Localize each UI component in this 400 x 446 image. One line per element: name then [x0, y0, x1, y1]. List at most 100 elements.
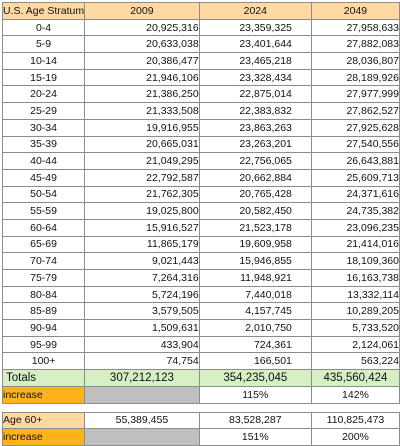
value-2049-cell: 13,332,114 — [310, 285, 400, 304]
increase-label: increase — [1, 428, 86, 446]
table-row: 10-14 20,386,477 23,465,218 28,036,807 — [1, 52, 400, 70]
age-stratum-cell: 40-44 — [1, 152, 86, 170]
header-row: U.S. Age Stratum 2009 2024 2049 — [1, 2, 400, 20]
value-2009-cell: 21,049,295 — [84, 152, 200, 170]
value-2024-cell: 23,863,263 — [198, 118, 312, 137]
blank-cell — [84, 385, 200, 404]
age-stratum-cell: 65-69 — [1, 235, 86, 254]
increase-label: increase — [1, 385, 86, 404]
table-row: 30-34 19,916,955 23,863,263 27,925,628 — [1, 118, 400, 137]
age-stratum-cell: 30-34 — [1, 118, 86, 137]
value-2049-cell: 10,289,205 — [310, 302, 400, 321]
value-2024-cell: 19,609,958 — [198, 235, 312, 254]
age-stratum-cell: 75-79 — [1, 269, 86, 287]
table-row: 95-99 433,904 724,361 2,124,061 — [1, 335, 400, 354]
age-stratum-header: U.S. Age Stratum — [1, 2, 86, 20]
value-2024-cell: 21,523,178 — [198, 218, 312, 237]
age-stratum-cell: 60-64 — [1, 218, 86, 237]
age-stratum-cell: 25-29 — [1, 102, 86, 120]
value-2024-cell: 11,948,921 — [198, 269, 312, 287]
value-2024-cell: 20,582,450 — [198, 202, 312, 220]
spacer-cell — [84, 403, 200, 412]
value-2009-cell: 3,579,505 — [84, 302, 200, 321]
age60-increase-2049-cell: 200% — [310, 428, 400, 446]
age-stratum-cell: 85-89 — [1, 302, 86, 321]
age-stratum-cell: 55-59 — [1, 202, 86, 220]
value-2009-cell: 21,333,508 — [84, 102, 200, 120]
value-2049-cell: 27,977,999 — [310, 85, 400, 104]
value-2009-cell: 19,916,955 — [84, 118, 200, 137]
table-row: 25-29 21,333,508 22,383,832 27,862,527 — [1, 102, 400, 120]
age-stratum-cell: 0-4 — [1, 18, 86, 37]
value-2049-cell: 2,124,061 — [310, 335, 400, 354]
table-row: 50-54 21,762,305 20,765,428 24,371,616 — [1, 185, 400, 204]
increase-2024-cell: 115% — [198, 385, 312, 404]
age60-increase-row: increase 151% 200% — [1, 428, 400, 446]
value-2049-cell: 23,096,235 — [310, 218, 400, 237]
age-stratum-cell: 10-14 — [1, 52, 86, 70]
table-row: 35-39 20,665,031 23,263,201 27,540,556 — [1, 135, 400, 154]
value-2049-cell: 28,189,926 — [310, 68, 400, 87]
age60-increase-2024-cell: 151% — [198, 428, 312, 446]
value-2009-cell: 9,021,443 — [84, 252, 200, 270]
age60-2024-cell: 83,528,287 — [198, 411, 312, 430]
value-2009-cell: 21,386,250 — [84, 85, 200, 104]
age-stratum-cell: 5-9 — [1, 35, 86, 54]
value-2024-cell: 22,875,014 — [198, 85, 312, 104]
age-stratum-cell: 50-54 — [1, 185, 86, 204]
age60-2009-cell: 55,389,455 — [84, 411, 200, 430]
totals-increase-row: increase 115% 142% — [1, 385, 400, 404]
table-row: 45-49 22,792,587 20,662,884 25,609,713 — [1, 168, 400, 187]
table-row: 60-64 15,916,527 21,523,178 23,096,235 — [1, 218, 400, 237]
value-2009-cell: 20,665,031 — [84, 135, 200, 154]
value-2024-cell: 7,440,018 — [198, 285, 312, 304]
value-2024-cell: 23,263,201 — [198, 135, 312, 154]
value-2009-cell: 7,264,316 — [84, 269, 200, 287]
blank-cell — [84, 428, 200, 446]
totals-2049-cell: 435,560,424 — [310, 369, 400, 387]
value-2009-cell: 21,946,106 — [84, 68, 200, 87]
value-2009-cell: 21,762,305 — [84, 185, 200, 204]
age-stratum-cell: 20-24 — [1, 85, 86, 104]
table-row: 15-19 21,946,106 23,328,434 28,189,926 — [1, 68, 400, 87]
spacer-cell — [2, 403, 85, 412]
table-row: 70-74 9,021,443 15,946,855 18,109,360 — [1, 252, 400, 270]
value-2009-cell: 5,724,196 — [84, 285, 200, 304]
spacer-cell — [199, 403, 312, 412]
table-row: 20-24 21,386,250 22,875,014 27,977,999 — [1, 85, 400, 104]
value-2049-cell: 27,882,083 — [310, 35, 400, 54]
value-2049-cell: 5,733,520 — [310, 319, 400, 337]
value-2049-cell: 27,925,628 — [310, 118, 400, 137]
value-2009-cell: 20,633,038 — [84, 35, 200, 54]
value-2049-cell: 16,163,738 — [310, 269, 400, 287]
value-2049-cell: 27,862,527 — [310, 102, 400, 120]
age-stratum-cell: 100+ — [1, 352, 86, 371]
age-stratum-cell: 35-39 — [1, 135, 86, 154]
value-2024-cell: 724,361 — [198, 335, 312, 354]
table-row: 90-94 1,509,631 2,010,750 5,733,520 — [1, 319, 400, 337]
year-2049-header: 2049 — [310, 2, 400, 20]
value-2049-cell: 28,036,807 — [310, 52, 400, 70]
value-2009-cell: 20,386,477 — [84, 52, 200, 70]
age-stratum-cell: 70-74 — [1, 252, 86, 270]
value-2024-cell: 22,383,832 — [198, 102, 312, 120]
value-2049-cell: 21,414,016 — [310, 235, 400, 254]
year-2009-header: 2009 — [84, 2, 200, 20]
table-row: 0-4 20,925,316 23,359,325 27,958,633 — [1, 18, 400, 37]
value-2009-cell: 19,025,800 — [84, 202, 200, 220]
age-stratum-cell: 15-19 — [1, 68, 86, 87]
totals-2024-cell: 354,235,045 — [198, 369, 312, 387]
value-2009-cell: 74,754 — [84, 352, 200, 371]
value-2049-cell: 25,609,713 — [310, 168, 400, 187]
value-2024-cell: 15,946,855 — [198, 252, 312, 270]
value-2049-cell: 24,735,382 — [310, 202, 400, 220]
age-stratum-cell: 80-84 — [1, 285, 86, 304]
table-row: 75-79 7,264,316 11,948,921 16,163,738 — [1, 269, 400, 287]
value-2009-cell: 22,792,587 — [84, 168, 200, 187]
totals-row: Totals 307,212,123 354,235,045 435,560,424 — [1, 369, 400, 387]
table-row: 65-69 11,865,179 19,609,958 21,414,016 — [1, 235, 400, 254]
value-2009-cell: 1,509,631 — [84, 319, 200, 337]
